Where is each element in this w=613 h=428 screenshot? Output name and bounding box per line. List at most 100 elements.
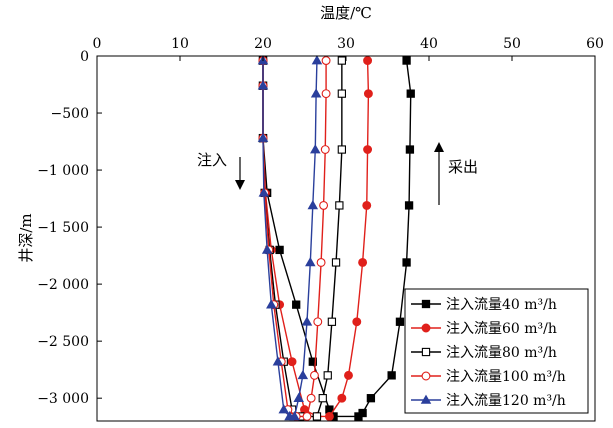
data-point [266,299,277,309]
legend-label: 注入流量60 m³/h [446,321,557,337]
legend-label: 注入流量100 m³/h [446,369,566,385]
data-point [272,356,284,366]
data-point [352,317,362,327]
data-point [261,244,273,254]
x-axis-ticks: 0 10 20 30 40 50 60 [93,36,604,61]
data-point [318,394,327,403]
data-point [297,369,309,380]
data-point [323,371,332,380]
data-point [308,357,317,366]
x-tick-label: 40 [420,36,438,52]
legend-label: 注入流量120 m³/h [446,393,566,409]
data-point [293,392,304,402]
y-tick-label: −2 000 [37,277,89,293]
data-point [313,317,323,327]
x-tick-label: 20 [254,36,272,52]
data-point [301,316,313,326]
data-point [395,317,405,326]
annotation-inject-arrowhead [235,180,245,190]
data-point [310,88,322,98]
legend-entry: 注入流量40 m³/h [411,297,557,313]
data-point [310,144,321,154]
x-tick-label: 60 [586,36,604,52]
data-point [335,201,344,210]
data-point [258,187,270,197]
legend-label: 注入流量80 m³/h [446,345,557,361]
data-point [405,145,415,154]
data-point [363,56,373,66]
data-point [344,370,353,380]
y-tick-label: 0 [80,49,89,65]
legend-swatch-marker [421,323,431,333]
annotation-extract-arrowhead [434,142,444,152]
legend-swatch-marker [421,299,431,309]
data-point [310,370,319,380]
data-point [275,245,284,255]
y-tick-label: −2 500 [37,334,89,350]
y-tick-label: −500 [51,106,89,122]
data-point [321,56,331,66]
data-point [257,80,269,90]
x-tick-label: 10 [171,36,189,52]
data-point [292,300,301,309]
data-point [358,258,368,267]
legend-swatch-marker [421,347,431,357]
data-point [311,55,323,65]
legend: 注入流量40 m³/h 注入流量60 m³/h 注入流量80 m³/h 注入流量100… [404,288,589,414]
y-axis-ticks: 0 −500 −1 000 −1 500 −2 000 −2 500 −3 000 [37,49,102,407]
data-point [319,200,329,210]
x-tick-label: 0 [93,36,102,52]
legend-box [404,288,589,414]
x-tick-label: 50 [503,36,521,52]
data-point [257,132,269,142]
legend-entry: 注入流量60 m³/h [411,321,557,337]
series-5 [257,55,323,421]
data-point [402,56,411,65]
data-point [306,393,316,403]
annotation-inject-label: 注入 [197,151,227,169]
data-point [337,393,347,403]
x-tick-label: 30 [337,36,355,52]
data-point [324,411,334,421]
data-point [358,408,367,418]
y-tick-label: −1 000 [37,163,89,179]
data-point [321,89,331,99]
data-point [289,411,300,421]
legend-swatch-marker [420,394,432,404]
series-3 [258,56,346,421]
data-point [327,317,337,326]
annotation-extract-label: 采出 [448,158,478,176]
data-point [331,258,341,267]
data-point [278,404,290,414]
data-point [404,201,414,210]
data-point [366,394,376,403]
data-point [312,412,322,421]
y-tick-label: −3 000 [37,391,89,407]
data-point [406,89,415,98]
data-point [337,56,346,65]
legend-entry: 注入流量100 m³/h [411,369,566,385]
data-point [363,145,373,154]
data-point [387,371,396,380]
series-layer [257,55,415,421]
y-axis-title: 井深/m [17,213,35,262]
data-point [362,200,372,210]
x-axis-title: 温度/℃ [320,4,372,22]
data-point [337,145,346,154]
data-point [320,145,330,154]
y-tick-label: −1 500 [37,220,89,236]
data-point [302,411,312,421]
data-point [316,258,326,267]
data-point [402,258,411,267]
data-point [305,257,316,267]
legend-label: 注入流量40 m³/h [446,297,557,313]
data-point [337,89,346,98]
flow-annotations: 注入 采出 [197,142,478,205]
data-point [307,200,319,210]
data-point [363,89,373,99]
legend-swatch-marker [421,371,431,381]
legend-entry: 注入流量80 m³/h [411,345,557,361]
legend-entry: 注入流量120 m³/h [411,393,566,409]
data-point [287,357,297,367]
